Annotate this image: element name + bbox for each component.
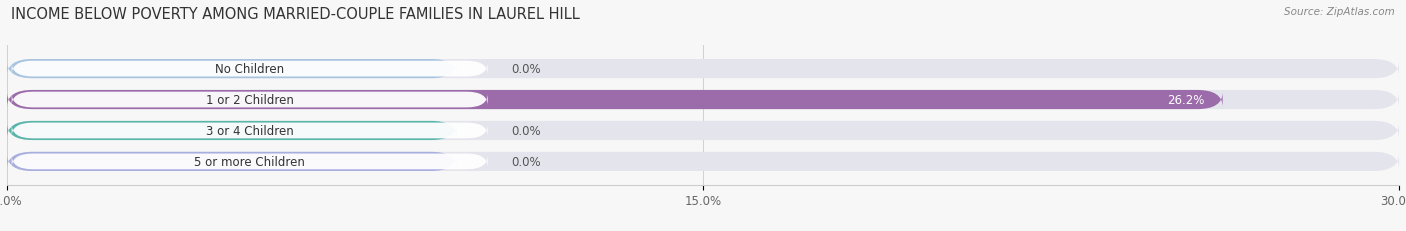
FancyBboxPatch shape (7, 121, 457, 140)
Text: 3 or 4 Children: 3 or 4 Children (205, 125, 294, 137)
Text: 1 or 2 Children: 1 or 2 Children (205, 94, 294, 106)
FancyBboxPatch shape (7, 121, 1399, 140)
Text: 0.0%: 0.0% (510, 63, 540, 76)
Text: 5 or more Children: 5 or more Children (194, 155, 305, 168)
FancyBboxPatch shape (7, 91, 1223, 110)
FancyBboxPatch shape (11, 154, 488, 170)
FancyBboxPatch shape (7, 60, 457, 79)
Text: INCOME BELOW POVERTY AMONG MARRIED-COUPLE FAMILIES IN LAUREL HILL: INCOME BELOW POVERTY AMONG MARRIED-COUPL… (11, 7, 581, 22)
FancyBboxPatch shape (11, 61, 488, 77)
FancyBboxPatch shape (7, 152, 1399, 171)
Text: 0.0%: 0.0% (510, 155, 540, 168)
Text: 0.0%: 0.0% (510, 125, 540, 137)
FancyBboxPatch shape (7, 60, 1399, 79)
Text: 26.2%: 26.2% (1167, 94, 1204, 106)
FancyBboxPatch shape (11, 123, 488, 139)
Text: No Children: No Children (215, 63, 284, 76)
FancyBboxPatch shape (11, 92, 488, 108)
FancyBboxPatch shape (7, 91, 1399, 110)
FancyBboxPatch shape (7, 152, 457, 171)
Text: Source: ZipAtlas.com: Source: ZipAtlas.com (1284, 7, 1395, 17)
